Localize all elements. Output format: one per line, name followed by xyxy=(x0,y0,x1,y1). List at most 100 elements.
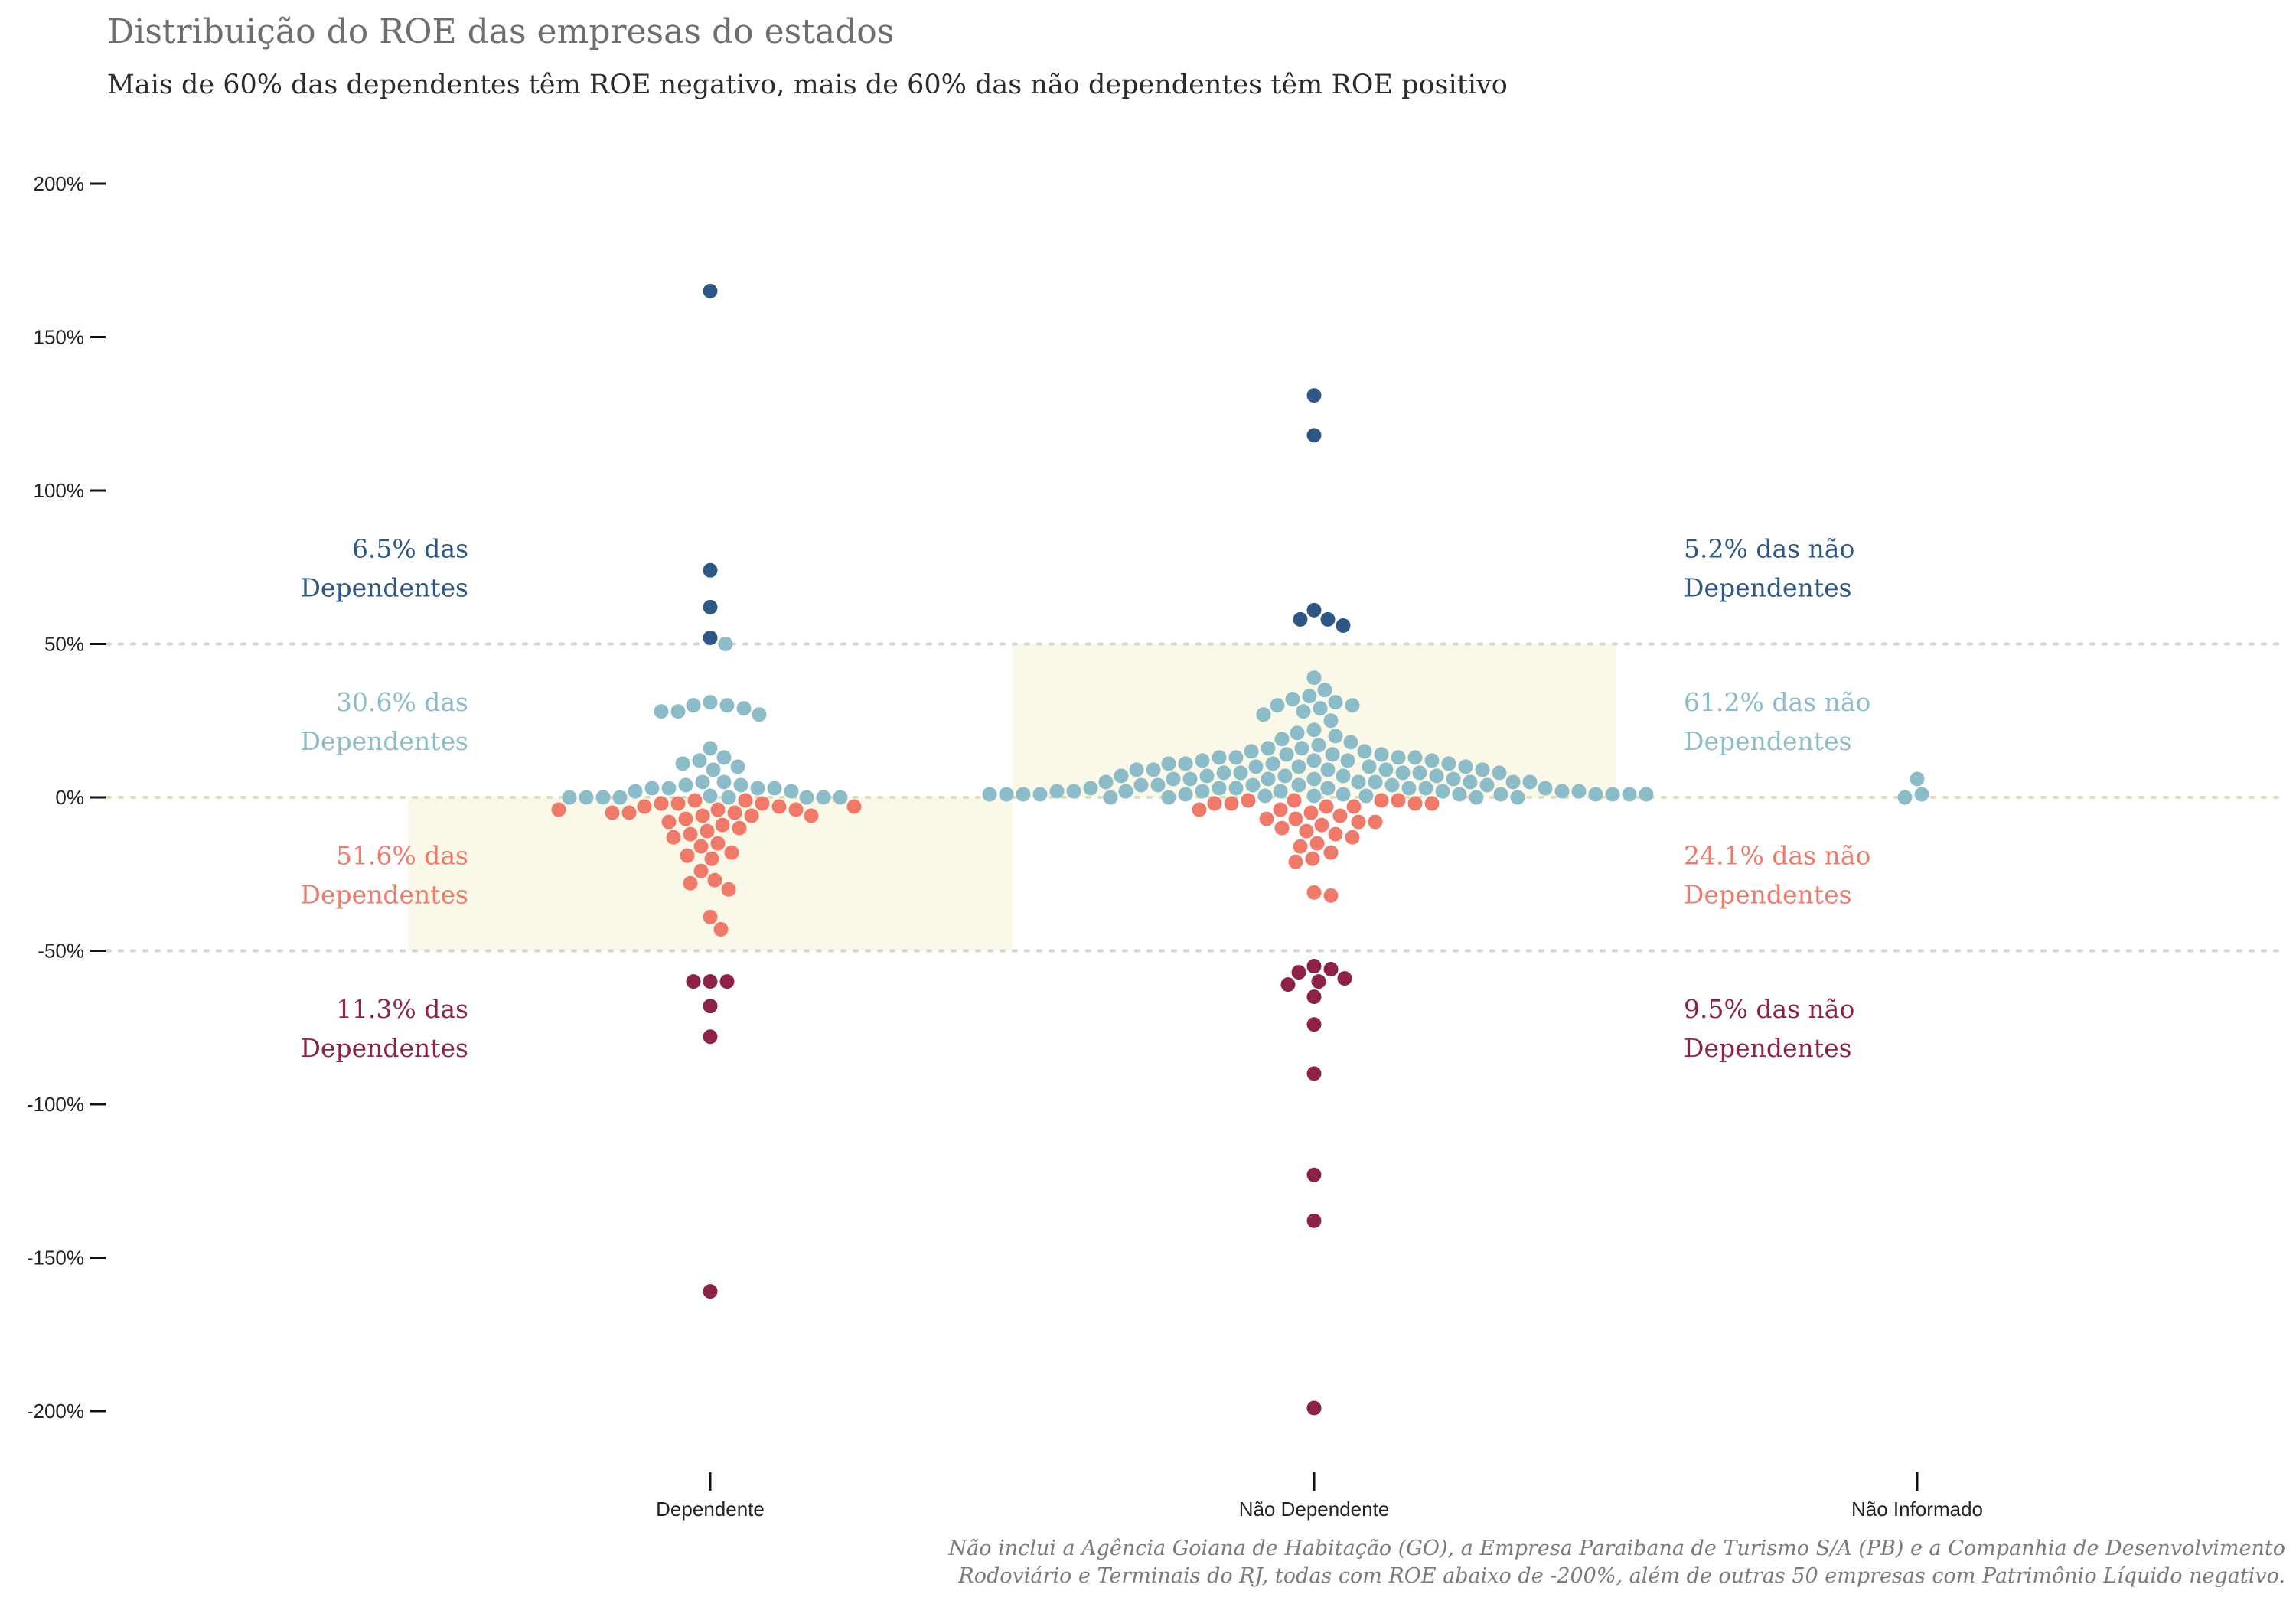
data-point xyxy=(982,787,997,802)
annotation-text: 6.5% das xyxy=(352,533,468,563)
data-point xyxy=(605,805,620,820)
data-point xyxy=(1522,774,1538,790)
y-tick-label: 0% xyxy=(55,786,84,809)
data-point xyxy=(703,695,718,710)
data-point xyxy=(755,796,770,811)
annotation-text: Dependentes xyxy=(1684,572,1852,602)
data-point xyxy=(719,698,735,713)
data-point xyxy=(707,872,722,888)
data-point xyxy=(1287,793,1302,808)
data-point xyxy=(693,863,709,878)
caption-line-1: Não inclui a Agência Goiana de Habitação… xyxy=(948,1537,2285,1560)
data-point xyxy=(1320,762,1336,777)
data-point xyxy=(1245,777,1261,793)
data-point xyxy=(1554,784,1570,799)
data-point xyxy=(675,756,690,771)
data-point xyxy=(661,814,677,830)
data-point xyxy=(1306,1017,1322,1032)
data-point xyxy=(1317,683,1332,698)
data-point xyxy=(1362,759,1377,774)
data-point xyxy=(721,882,736,897)
data-point xyxy=(1328,695,1343,710)
data-point xyxy=(713,921,729,937)
data-point xyxy=(1290,725,1305,741)
data-point xyxy=(1146,762,1161,777)
data-point xyxy=(1265,756,1280,771)
data-point xyxy=(718,637,733,651)
data-point xyxy=(1129,762,1144,777)
data-point xyxy=(1571,784,1587,799)
data-point xyxy=(1306,1167,1322,1182)
data-point xyxy=(1336,768,1351,784)
data-point xyxy=(1391,750,1406,765)
data-point xyxy=(1302,689,1317,704)
data-point xyxy=(736,701,752,716)
data-point xyxy=(1270,698,1285,713)
data-point xyxy=(628,784,643,799)
data-point xyxy=(1407,750,1423,765)
data-point xyxy=(1195,753,1210,768)
data-point xyxy=(695,774,710,790)
data-point xyxy=(1166,771,1181,787)
data-point xyxy=(804,808,819,823)
data-point xyxy=(1395,765,1411,781)
data-point xyxy=(1291,965,1306,980)
data-point xyxy=(1412,765,1427,781)
data-point xyxy=(1228,781,1244,796)
y-tick-label: 200% xyxy=(34,172,85,195)
data-point xyxy=(1345,830,1360,845)
data-point xyxy=(719,974,735,989)
data-point xyxy=(692,753,707,768)
data-point xyxy=(744,808,759,823)
data-point xyxy=(1910,771,1925,787)
data-point xyxy=(1274,732,1290,747)
data-point xyxy=(732,820,747,836)
data-point xyxy=(637,799,652,814)
data-point xyxy=(703,1284,718,1299)
data-point xyxy=(1458,759,1473,774)
data-point xyxy=(767,781,782,796)
x-tick-label: Dependente xyxy=(656,1498,765,1521)
data-point xyxy=(1066,784,1081,799)
data-point xyxy=(1273,802,1288,817)
data-point xyxy=(1291,759,1306,774)
data-point xyxy=(1133,777,1149,793)
data-point xyxy=(715,817,730,833)
data-point xyxy=(1306,753,1322,768)
annotation-text: 30.6% das xyxy=(336,687,468,717)
data-point xyxy=(1293,839,1308,854)
data-point xyxy=(1336,787,1351,802)
data-point xyxy=(1368,774,1383,790)
y-tick-label: 150% xyxy=(34,326,85,349)
data-point xyxy=(1306,722,1322,738)
data-point xyxy=(750,781,765,796)
data-point xyxy=(703,909,718,924)
annotation-text: 5.2% das não xyxy=(1684,533,1854,563)
data-point xyxy=(1358,788,1374,804)
highlight-bands xyxy=(408,644,1616,951)
data-point xyxy=(1224,796,1239,811)
data-point xyxy=(846,799,862,814)
data-point xyxy=(1216,765,1231,781)
data-point xyxy=(1306,788,1322,804)
data-point xyxy=(1244,744,1259,759)
data-point xyxy=(1311,974,1326,989)
data-point xyxy=(1492,765,1507,781)
annotation-text: Dependentes xyxy=(1684,726,1852,756)
annotation-text: Dependentes xyxy=(1684,879,1852,909)
x-tick-label: Não Dependente xyxy=(1239,1498,1390,1521)
annotation-text: Dependentes xyxy=(300,726,468,756)
data-point xyxy=(1418,781,1433,796)
data-point xyxy=(1306,1066,1322,1081)
data-point xyxy=(1323,713,1339,729)
annotation-text: 61.2% das não xyxy=(1684,687,1870,717)
data-point xyxy=(612,790,628,805)
chart-subtitle: Mais de 60% das dependentes têm ROE nega… xyxy=(107,70,1508,100)
data-point xyxy=(710,802,726,817)
data-point xyxy=(1306,989,1322,1005)
data-point xyxy=(771,799,787,814)
data-point xyxy=(1280,977,1296,993)
data-point xyxy=(1325,747,1340,762)
data-point xyxy=(1435,784,1450,799)
